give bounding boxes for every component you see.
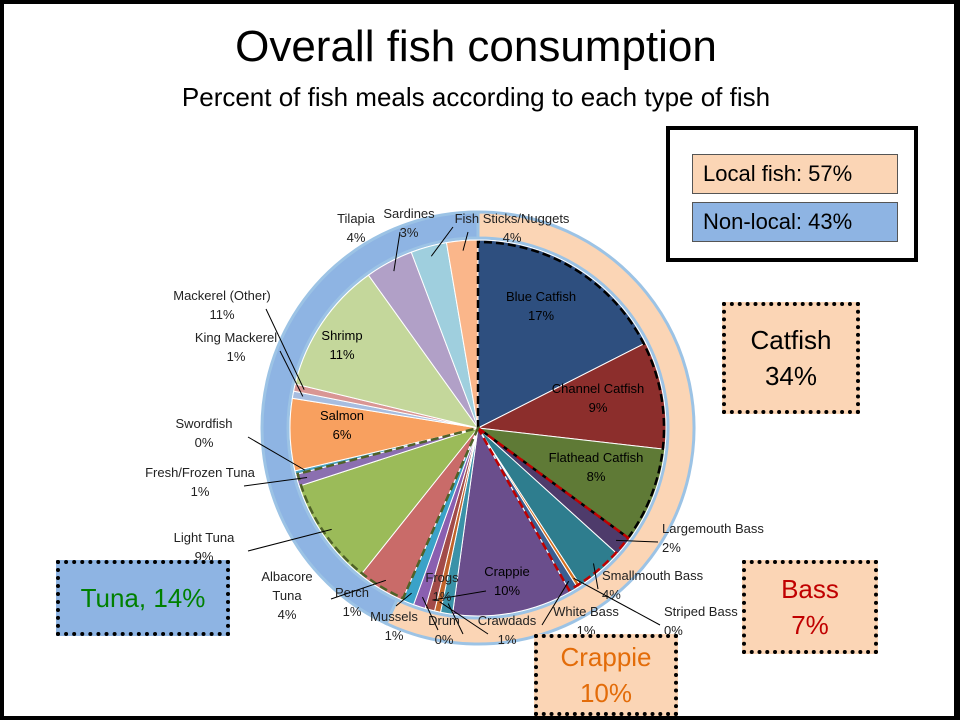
leader-line bbox=[395, 592, 412, 607]
pie-slice bbox=[445, 239, 479, 429]
pie-slice bbox=[451, 426, 571, 617]
pie-chart: Blue Catfish 17% Channel Catfish 9% Flathead… bbox=[145, 206, 764, 647]
leader-line bbox=[421, 596, 439, 631]
leader-line bbox=[432, 590, 487, 601]
leader-line bbox=[439, 601, 489, 635]
slice-label: Fresh/Frozen Tuna 1% bbox=[145, 465, 256, 499]
leader-line bbox=[247, 528, 332, 552]
leader-line bbox=[279, 350, 304, 397]
leader-line bbox=[265, 308, 305, 390]
leader-line bbox=[616, 539, 659, 543]
group-box-tuna: Tuna, 14% bbox=[56, 560, 230, 636]
slice-label: Flathead Catfish 8% bbox=[549, 450, 644, 484]
leader-line bbox=[243, 476, 308, 487]
leader-line bbox=[573, 577, 661, 626]
slice-label: Fish Sticks/Nuggets 4% bbox=[455, 211, 570, 245]
slice-label: Swordfish 0% bbox=[175, 416, 232, 450]
slice-label: Striped Bass 0% bbox=[664, 604, 738, 638]
slice-label: Crawdads 1% bbox=[478, 613, 537, 647]
slice-label: Albacore Tuna 4% bbox=[261, 569, 312, 622]
slice-label: Channel Catfish 9% bbox=[552, 381, 645, 415]
group-name: Crappie bbox=[560, 642, 652, 672]
group-name: Tuna, 14% bbox=[80, 583, 206, 613]
slice-label: Light Tuna 9% bbox=[174, 530, 235, 564]
slice-label: Smallmouth Bass 4% bbox=[602, 568, 704, 602]
slice-label: Largemouth Bass 2% bbox=[662, 521, 764, 555]
slice-label: Drum 0% bbox=[428, 613, 460, 647]
legend-item-nonlocal: Non-local: 43% bbox=[692, 202, 898, 242]
chart-title: Overall fish consumption bbox=[235, 22, 717, 71]
pie-slice bbox=[476, 342, 667, 450]
leader-line bbox=[541, 580, 570, 626]
slice-label: Blue Catfish 17% bbox=[506, 289, 576, 323]
group-box-bass: Bass 7% bbox=[742, 560, 878, 654]
group-value: 7% bbox=[791, 610, 829, 640]
slice-label: Shrimp 11% bbox=[321, 328, 362, 362]
slice-label: Mussels 1% bbox=[370, 609, 418, 643]
legend-item-local: Local fish: 57% bbox=[692, 154, 898, 194]
group-value: 34% bbox=[764, 361, 818, 391]
slice-label: King Mackerel 1% bbox=[195, 330, 277, 364]
pie-slice bbox=[476, 427, 666, 540]
slice-label: Salmon 6% bbox=[320, 408, 364, 442]
leader-line bbox=[393, 231, 401, 272]
slice-label: Tilapia 4% bbox=[337, 211, 376, 245]
leader-line bbox=[430, 226, 454, 257]
group-name: Bass bbox=[781, 574, 839, 604]
group-outline bbox=[476, 240, 666, 540]
group-outline bbox=[296, 426, 481, 600]
group-box-catfish: Catfish 34% bbox=[722, 302, 860, 414]
leader-line bbox=[592, 563, 599, 590]
ring-segment-nonlocal bbox=[260, 210, 480, 626]
leader-line bbox=[462, 231, 469, 251]
pie-slice bbox=[298, 427, 480, 576]
chart-subtitle: Percent of fish meals according to each … bbox=[181, 82, 771, 112]
slice-label: Mackerel (Other) 11% bbox=[173, 288, 271, 322]
slide: Overall fish consumption Percent of fish… bbox=[4, 4, 954, 716]
leader-line bbox=[247, 436, 306, 471]
group-outline bbox=[476, 426, 630, 592]
legend: Local fish: 57% Non-local: 43% bbox=[666, 126, 918, 262]
group-box-crappie: Crappie 10% bbox=[534, 634, 678, 716]
group-name: Catfish bbox=[750, 325, 832, 355]
slice-label: Sardines 3% bbox=[383, 206, 435, 240]
pie-slice bbox=[477, 239, 647, 429]
group-value: 10% bbox=[579, 678, 633, 708]
slice-label: Frogs 1% bbox=[425, 570, 459, 604]
slice-label: Crappie 10% bbox=[484, 564, 530, 598]
leader-line bbox=[330, 579, 387, 600]
pie-slice bbox=[294, 274, 480, 429]
